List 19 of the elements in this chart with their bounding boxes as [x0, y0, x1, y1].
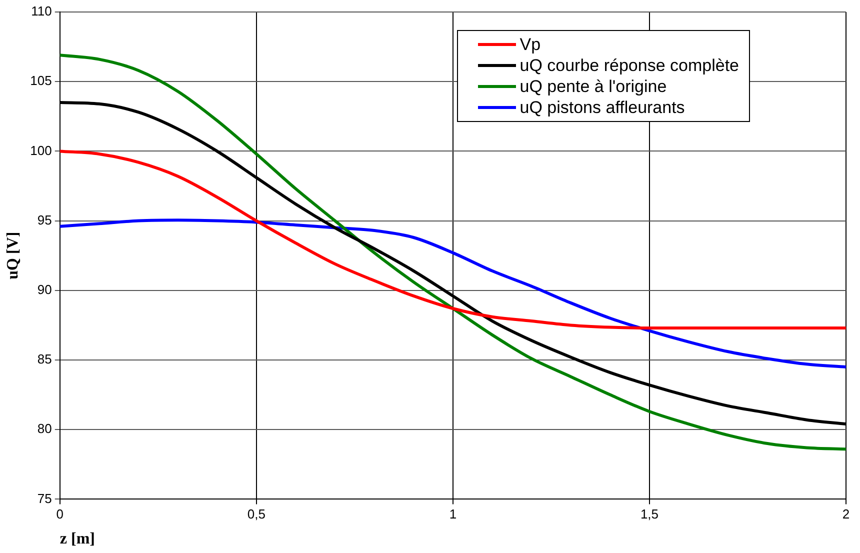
x-tick-label: 2 [842, 506, 850, 522]
y-tick-label: 100 [30, 142, 52, 158]
y-tick-label: 105 [30, 73, 52, 88]
y-axis-title: uQ [V] [4, 232, 22, 280]
x-tick-label: 1,5 [640, 506, 659, 522]
x-tick-label: 0,5 [247, 506, 266, 522]
y-tick-label: 95 [37, 212, 52, 228]
y-tick-label: 85 [37, 352, 52, 367]
x-axis-title: z [m] [60, 530, 95, 548]
y-tick-label: 80 [37, 421, 52, 436]
legend-label: Vp [520, 34, 541, 55]
y-tick-label: 75 [37, 490, 52, 506]
y-tick-label: 110 [31, 4, 52, 19]
y-tick-label: 90 [37, 282, 52, 297]
legend-label: uQ pistons affleurants [520, 97, 685, 118]
x-tick-label: 1 [449, 506, 457, 522]
legend-label: uQ pente à l'origine [520, 76, 667, 97]
x-tick-label: 0 [56, 506, 64, 522]
legend-label: uQ courbe réponse complète [520, 55, 739, 76]
